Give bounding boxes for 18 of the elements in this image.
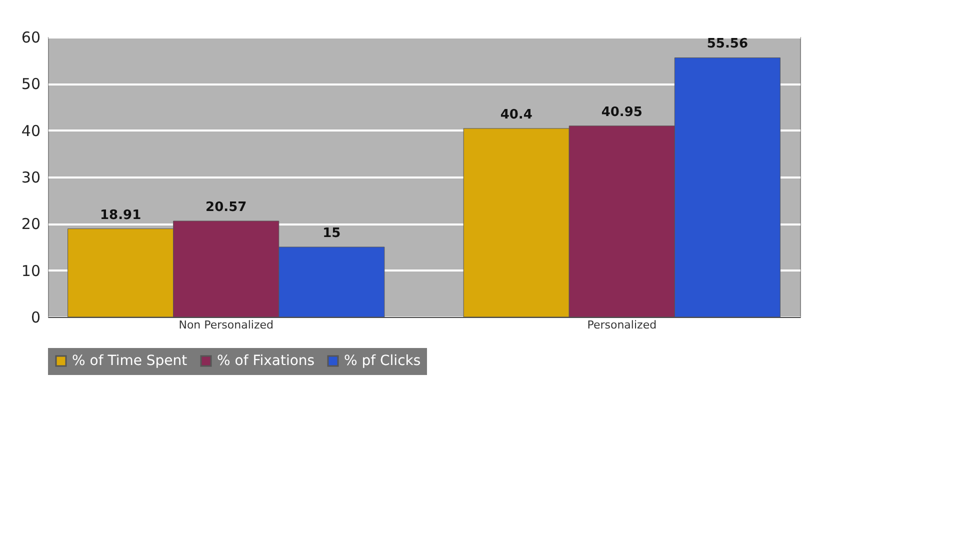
data-label: 55.56 [706,36,748,52]
legend-label: % of Time Spent [72,353,188,369]
y-tick-label: 10 [21,262,40,280]
y-tick-label: 30 [21,168,40,186]
x-tick-label: Non Personalized [178,318,274,332]
data-label: 18.91 [100,208,142,223]
y-tick-label: 20 [21,215,40,234]
data-label: 40.95 [601,104,642,120]
data-label: 20.57 [206,200,247,216]
y-tick-label: 40 [21,122,40,140]
x-tick-label: Personalized [587,318,657,332]
legend-label: % of Fixations [217,353,315,369]
data-label: 15 [322,226,341,241]
legend-label: % pf Clicks [344,353,421,369]
y-tick-label: 50 [21,75,40,94]
y-tick-label: 60 [21,28,40,46]
y-tick-label: 0 [30,308,40,326]
data-label: 40.4 [500,107,532,122]
